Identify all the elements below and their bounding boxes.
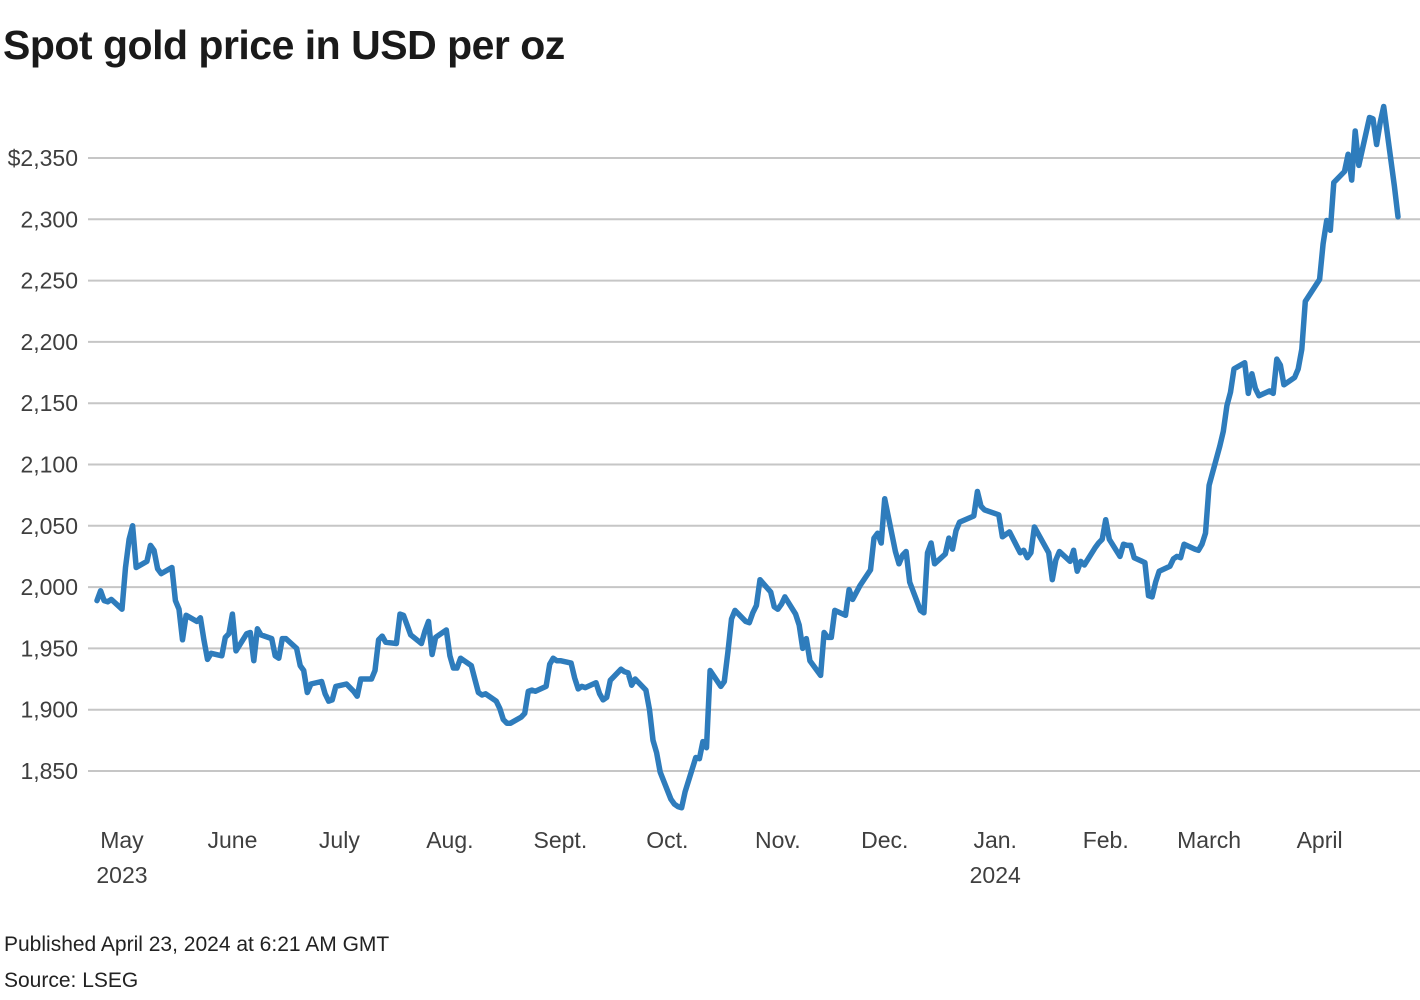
x-tick-label: Feb. [1083,827,1129,853]
y-tick-label: 1,900 [20,697,78,723]
y-tick-label: 2,050 [20,513,78,539]
chart-title: Spot gold price in USD per oz [3,22,565,68]
x-tick-label: Oct. [646,827,688,853]
x-tick-label: Sept. [534,827,588,853]
x-tick-label: Aug. [426,827,473,853]
x-tick-year-label: 2023 [96,862,147,888]
y-tick-label: 1,950 [20,635,78,661]
y-tick-label: 2,300 [20,206,78,232]
y-tick-label: 1,850 [20,758,78,784]
x-tick-label: April [1297,827,1343,853]
x-tick-label: May [100,827,144,853]
x-tick-label: March [1177,827,1241,853]
published-note: Published April 23, 2024 at 6:21 AM GMT [4,933,390,956]
y-tick-label: 2,100 [20,452,78,478]
x-tick-label: Dec. [861,827,908,853]
y-tick-label: 2,000 [20,574,78,600]
y-tick-label: 2,150 [20,390,78,416]
x-tick-year-label: 2024 [970,862,1021,888]
x-tick-label: July [319,827,360,853]
price-line [94,103,1401,811]
x-tick-label: Nov. [755,827,801,853]
source-note: Source: LSEG [4,969,139,992]
x-tick-label: June [208,827,258,853]
y-tick-label: 2,200 [20,329,78,355]
y-tick-label: $2,350 [8,145,78,171]
x-tick-label: Jan. [973,827,1016,853]
y-tick-label: 2,250 [20,268,78,294]
